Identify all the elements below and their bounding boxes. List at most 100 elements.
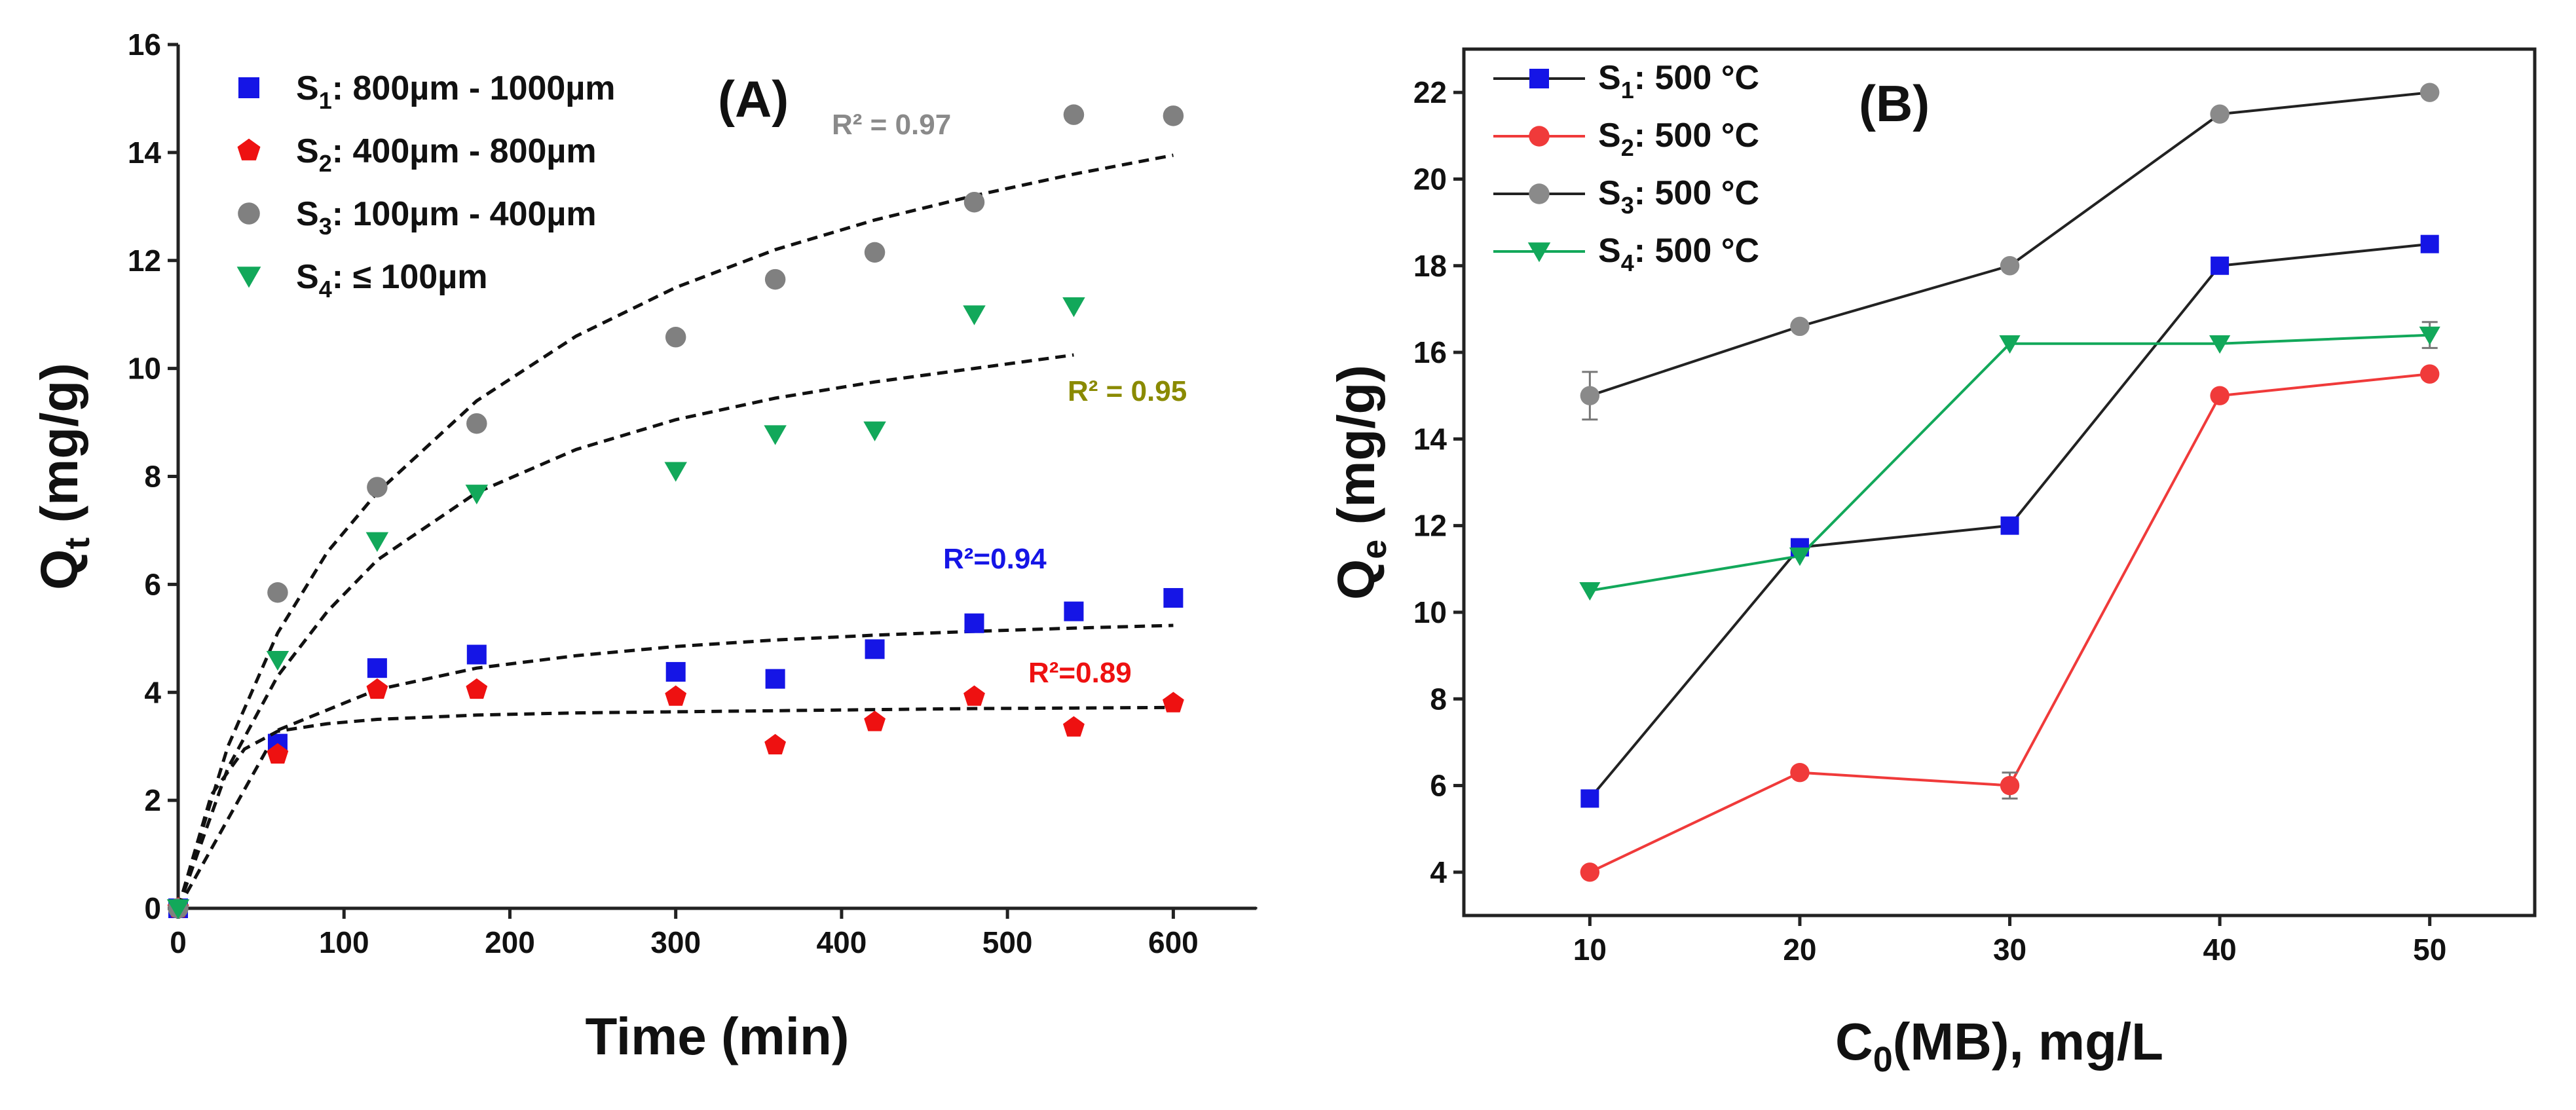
a-point-s2	[963, 685, 985, 706]
a-point-s4	[365, 532, 389, 552]
b-y-tick-label: 4	[1430, 855, 1447, 889]
b-y-tick-label: 6	[1430, 769, 1447, 803]
a-plot-frame	[177, 43, 1258, 910]
a-point-s2	[665, 685, 687, 706]
a-y-tick-label: 14	[128, 136, 162, 170]
a-r2-label-s1: R²=0.94	[943, 543, 1047, 575]
a-point-s1	[964, 613, 984, 633]
a-y-axis-title: Qt (mg/g)	[30, 363, 97, 590]
a-point-s3	[665, 327, 686, 348]
a-point-s4	[266, 650, 289, 671]
a-x-axis-title: Time (min)	[585, 1007, 849, 1065]
a-y-tick-label: 12	[128, 244, 161, 278]
b-point-s2	[1580, 862, 1600, 882]
b-legend-marker-s2	[1529, 126, 1550, 147]
b-point-s3	[2210, 104, 2230, 124]
a-point-s3	[764, 268, 786, 290]
b-point-s1	[2420, 234, 2439, 253]
a-r2-label-s2: R²=0.89	[1028, 657, 1132, 689]
a-point-s1	[466, 644, 487, 665]
b-x-axis-title: C0(MB), mg/L	[1835, 1012, 2163, 1079]
a-fit-curve-2	[176, 705, 1174, 909]
b-x-tick-label: 30	[1993, 933, 2026, 967]
b-y-tick-label: 12	[1413, 509, 1447, 543]
b-legend-label-s4: S4: 500 °C	[1598, 232, 1759, 276]
a-point-s4	[664, 462, 687, 482]
a-y-tick-label: 8	[144, 460, 161, 494]
a-point-s2	[764, 733, 786, 754]
a-point-s4	[1062, 297, 1085, 318]
a-legend-label-s3: S3: 100µm - 400µm	[296, 195, 597, 240]
a-point-s2	[864, 711, 886, 731]
b-y-axis-title: Qe (mg/g)	[1327, 365, 1394, 600]
a-point-s4	[764, 425, 787, 445]
b-x-tick-label: 10	[1573, 933, 1607, 967]
a-x-tick-label: 100	[319, 925, 369, 959]
b-point-s3	[2420, 83, 2440, 102]
b-point-s2	[2000, 775, 2020, 796]
b-point-s4	[2209, 335, 2231, 354]
a-legend-label-s1: S1: 800µm - 1000µm	[296, 69, 616, 114]
a-y-tick-label: 16	[128, 28, 161, 62]
a-point-s4	[166, 899, 190, 919]
b-point-s2	[2420, 364, 2440, 384]
a-r2-label-s3: R² = 0.97	[832, 109, 951, 141]
b-point-s4	[1579, 582, 1601, 601]
a-y-tick-label: 10	[128, 352, 161, 386]
b-point-s1	[2211, 256, 2230, 275]
a-x-tick-label: 500	[982, 925, 1033, 959]
b-point-s3	[1790, 316, 1810, 337]
a-panel-label: (A)	[718, 70, 789, 128]
b-legend-marker-s3	[1529, 183, 1550, 204]
b-x-tick-label: 40	[2203, 933, 2237, 967]
a-y-tick-label: 6	[144, 567, 161, 601]
a-point-s1	[865, 639, 885, 659]
a-y-tick-label: 4	[144, 675, 161, 709]
b-plot-frame	[1462, 47, 2537, 917]
a-legend-label-s4: S4: ≤ 100µm	[296, 258, 487, 303]
a-legend-marker-s4	[236, 267, 261, 288]
a-point-s3	[963, 191, 985, 213]
b-y-tick-label: 16	[1413, 335, 1447, 369]
a-point-s3	[864, 242, 886, 263]
a-point-s3	[466, 413, 487, 434]
b-x-tick-label: 20	[1783, 933, 1816, 967]
a-point-s1	[665, 661, 686, 682]
b-legend-marker-s1	[1529, 69, 1549, 88]
a-y-tick-label: 2	[144, 783, 161, 817]
b-point-s4	[1789, 547, 1811, 566]
b-y-tick-label: 10	[1413, 595, 1447, 629]
b-series-line-s4	[1590, 333, 2430, 592]
a-x-tick-label: 200	[485, 925, 535, 959]
a-fit-curve-1	[176, 623, 1174, 910]
a-point-s1	[367, 658, 387, 678]
a-point-s3	[267, 582, 288, 603]
a-point-s2	[366, 678, 388, 699]
a-point-s4	[863, 421, 886, 441]
a-x-tick-label: 300	[650, 925, 701, 959]
panel-b-chart: 10 20 30 40 50 4 6 8 10 12 14 16 18 20 22 C0(MB), mg/L Q…	[1327, 47, 2537, 1079]
a-point-s4	[963, 305, 986, 325]
a-point-s2	[1063, 716, 1085, 737]
a-fit-curve-4	[176, 353, 1074, 909]
a-point-s2	[1163, 692, 1184, 712]
panel-a-chart: 0 100 200 300 400 500 600 0 2 4 6 8 10 12 14 16 Time (mi…	[30, 28, 1260, 1065]
a-x-tick-label: 400	[817, 925, 867, 959]
a-legend-marker-s3	[238, 202, 260, 225]
b-y-tick-label: 14	[1413, 422, 1447, 456]
a-legend-marker-s2	[237, 138, 261, 160]
b-y-tick-label: 8	[1430, 682, 1447, 716]
b-legend-label-s1: S1: 500 °C	[1598, 59, 1759, 103]
b-legend-label-s3: S3: 500 °C	[1598, 174, 1759, 219]
b-legend-marker-s4	[1527, 242, 1551, 263]
b-point-s2	[2210, 386, 2230, 405]
b-y-tick-label: 20	[1413, 162, 1447, 196]
a-point-s2	[466, 678, 488, 699]
a-r2-label-s4: R² = 0.95	[1068, 375, 1187, 407]
a-point-s4	[465, 485, 489, 505]
a-point-s1	[1163, 587, 1184, 608]
a-x-tick-label: 600	[1148, 925, 1199, 959]
b-x-tick-label: 50	[2413, 933, 2446, 967]
b-point-s1	[1580, 789, 1599, 808]
